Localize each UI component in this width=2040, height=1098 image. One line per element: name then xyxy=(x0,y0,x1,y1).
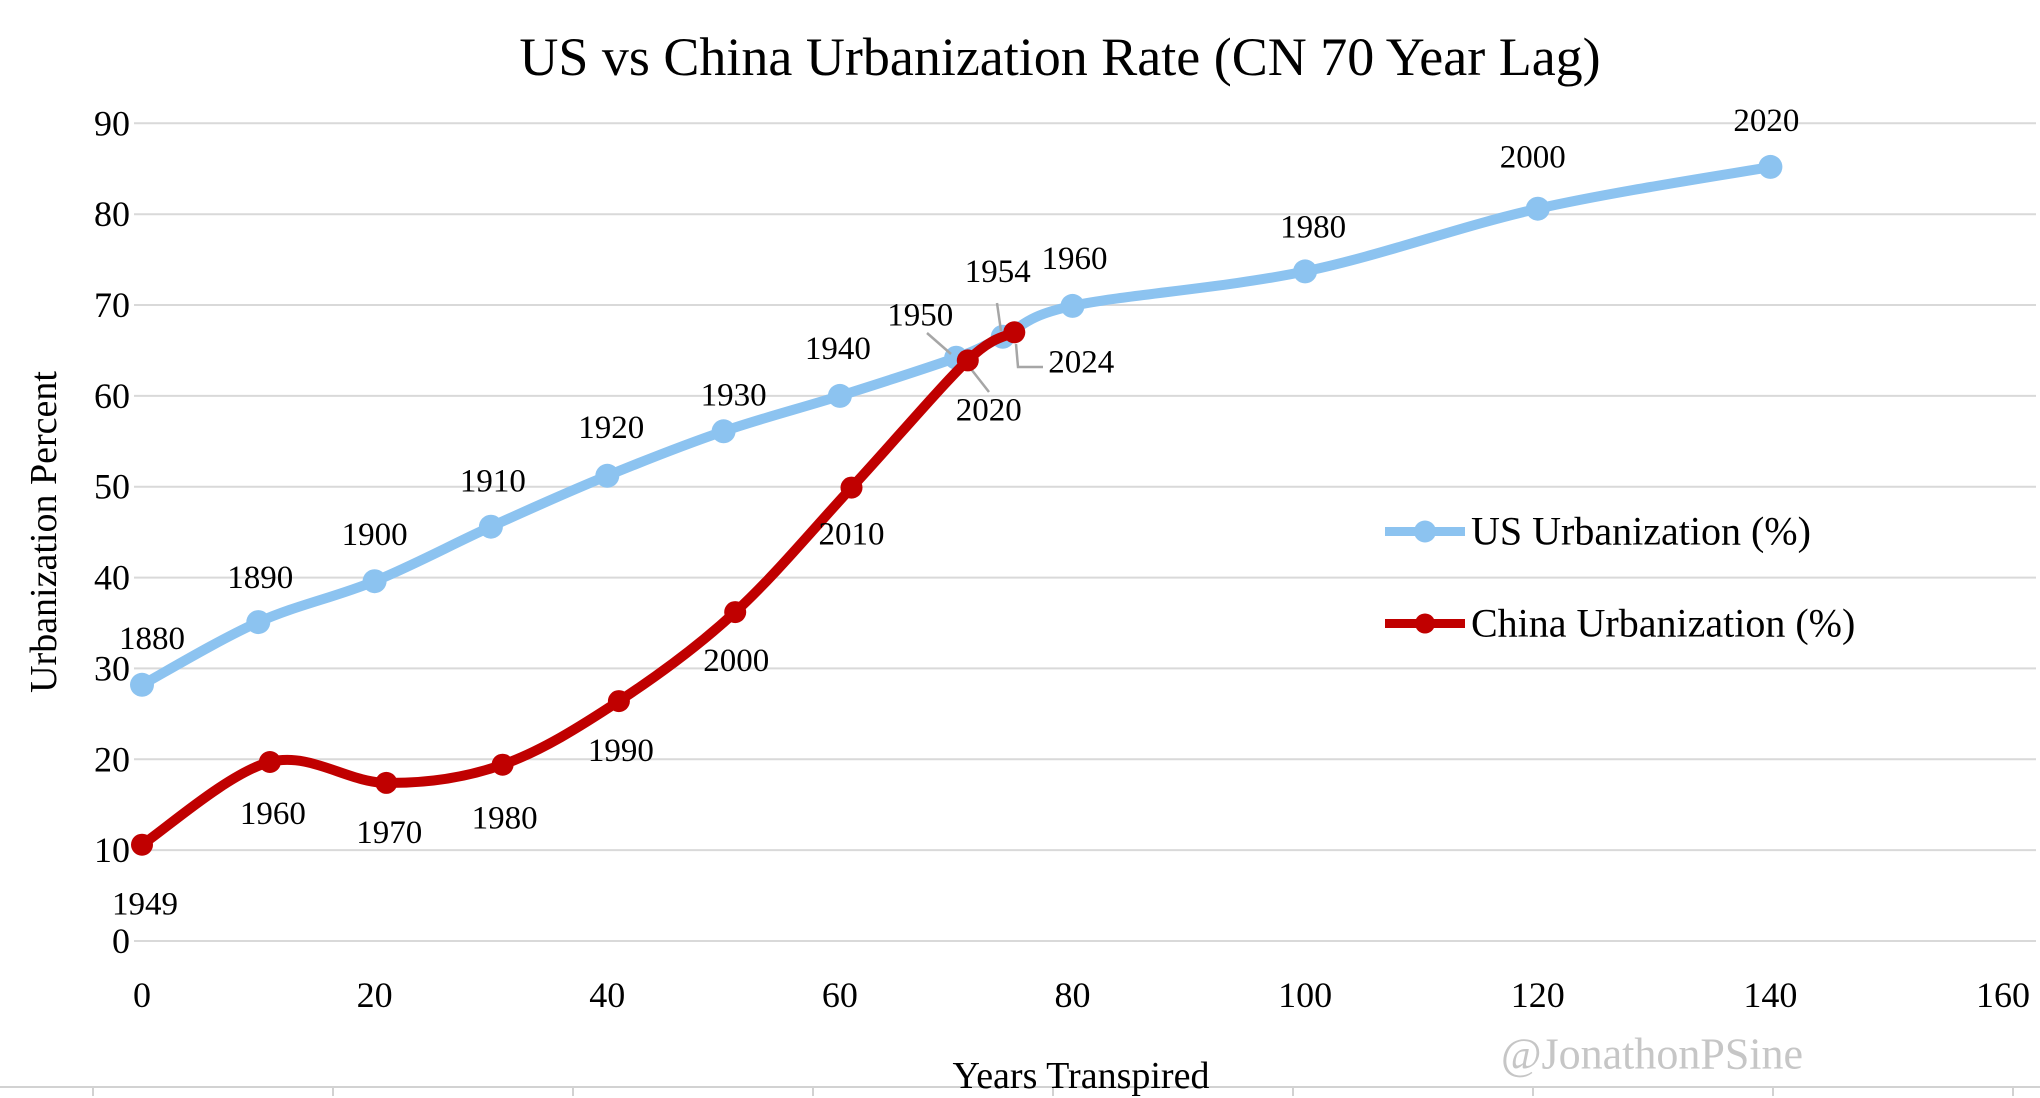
us-data-label-1890: 1890 xyxy=(227,560,293,596)
x-tick-label-60: 60 xyxy=(822,975,858,1015)
legend-label-us: US Urbanization (%) xyxy=(1471,508,1811,554)
y-tick-label-90: 90 xyxy=(94,103,130,143)
china-data-point-1960 xyxy=(258,751,281,773)
x-tick-label-40: 40 xyxy=(589,975,625,1015)
x-tick-label-140: 140 xyxy=(1743,975,1797,1015)
x-tick-label-0: 0 xyxy=(133,975,151,1015)
us-data-label-1880: 1880 xyxy=(119,621,185,657)
china-data-point-2020 xyxy=(956,349,979,372)
china-data-point-2010 xyxy=(840,476,863,499)
legend-label-china: China Urbanization (%) xyxy=(1471,600,1856,646)
china-data-label-1970: 1970 xyxy=(356,815,422,851)
us-data-point-1930 xyxy=(711,419,736,444)
us-data-point-1900 xyxy=(362,569,387,594)
leader-line-us-1954 xyxy=(995,302,1003,332)
watermark: @JonathonPSine xyxy=(1500,1029,1804,1079)
us-data-point-1920 xyxy=(595,463,620,488)
leader-line-us-1950 xyxy=(926,332,952,355)
x-axis-title: Years Transpired xyxy=(952,1055,1210,1097)
us-data-label-1900: 1900 xyxy=(342,517,408,553)
x-tick-label-80: 80 xyxy=(1055,975,1091,1015)
china-data-point-2024 xyxy=(1003,321,1026,344)
y-tick-label-30: 30 xyxy=(94,648,130,688)
legend-item-china: China Urbanization (%) xyxy=(1383,600,1855,647)
legend-item-us: US Urbanization (%) xyxy=(1383,508,1811,555)
china-data-label-1960: 1960 xyxy=(240,796,306,832)
us-data-point-1980 xyxy=(1293,259,1318,284)
legend-swatch-us-line-marker-icon xyxy=(1385,520,1465,542)
y-tick-label-50: 50 xyxy=(94,467,130,507)
us-data-label-1980: 1980 xyxy=(1280,209,1346,245)
us-data-label-1910: 1910 xyxy=(460,464,526,500)
x-tick-label-160: 160 xyxy=(1976,975,2030,1015)
china-data-label-2020: 2020 xyxy=(956,392,1022,428)
china-data-point-1970 xyxy=(375,771,398,794)
legend-swatch-china-line-marker-icon xyxy=(1385,613,1465,633)
us-data-label-1950: 1950 xyxy=(887,298,953,334)
us-data-point-1940 xyxy=(827,383,852,408)
us-data-label-2020: 2020 xyxy=(1733,103,1799,139)
y-axis-title: Urbanization Percent xyxy=(23,371,65,693)
us-data-label-1930: 1930 xyxy=(701,377,767,413)
us-data-label-1920: 1920 xyxy=(578,410,644,446)
china-data-point-1990 xyxy=(607,690,630,713)
y-tick-label-40: 40 xyxy=(94,558,130,598)
us-data-point-1910 xyxy=(478,514,503,539)
y-tick-label-70: 70 xyxy=(94,285,130,325)
china-data-point-2000 xyxy=(724,601,747,624)
china-data-label-2010: 2010 xyxy=(819,517,885,553)
china-data-label-2024: 2024 xyxy=(1048,344,1114,380)
leader-line-china-2024 xyxy=(1014,343,1043,369)
us-data-label-2000: 2000 xyxy=(1500,140,1566,176)
y-tick-label-0: 0 xyxy=(112,921,130,961)
us-data-point-1960 xyxy=(1060,293,1085,318)
us-data-label-1940: 1940 xyxy=(805,331,871,367)
us-data-point-1880 xyxy=(130,672,154,697)
china-data-point-1949 xyxy=(131,833,153,856)
x-tick-label-20: 20 xyxy=(357,975,393,1015)
y-tick-label-20: 20 xyxy=(94,739,130,779)
leader-line-china-2020 xyxy=(970,368,990,393)
x-tick-label-100: 100 xyxy=(1278,975,1332,1015)
china-data-point-1980 xyxy=(491,753,514,776)
y-tick-label-10: 10 xyxy=(94,830,130,870)
us-data-point-2020 xyxy=(1758,154,1783,179)
china-data-label-1949: 1949 xyxy=(112,887,178,923)
y-tick-label-80: 80 xyxy=(94,194,130,234)
y-tick-label-60: 60 xyxy=(94,376,130,416)
x-tick-label-120: 120 xyxy=(1511,975,1565,1015)
us-data-point-2000 xyxy=(1525,196,1550,221)
chart-title: US vs China Urbanization Rate (CN 70 Yea… xyxy=(519,27,1601,87)
china-data-label-2000: 2000 xyxy=(703,643,769,679)
china-data-label-1980: 1980 xyxy=(472,801,538,837)
us-data-label-1954: 1954 xyxy=(965,254,1031,290)
us-data-point-1890 xyxy=(246,610,271,635)
china-data-label-1990: 1990 xyxy=(588,733,654,769)
us-data-label-1960: 1960 xyxy=(1042,241,1108,277)
